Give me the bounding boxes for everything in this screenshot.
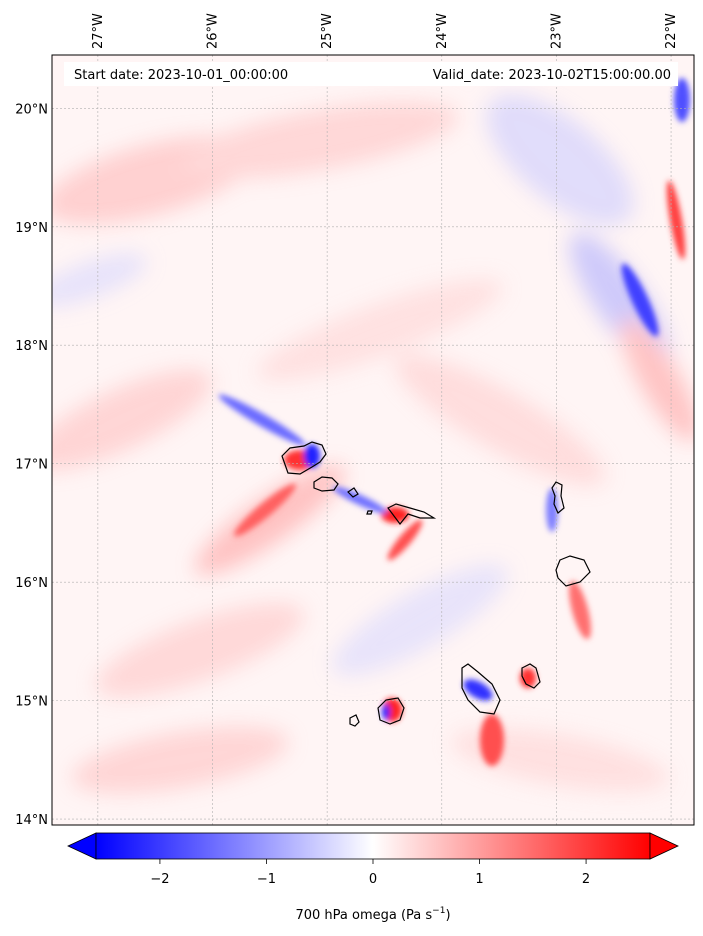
lat-tick-label: 19°N	[15, 221, 48, 236]
lon-tick-label: 22°W	[664, 13, 679, 49]
lat-tick-label: 15°N	[15, 695, 48, 710]
latitude-tick-labels: 14°N 15°N 16°N 17°N 18°N 19°N 20°N	[15, 102, 48, 828]
lon-tick-label: 27°W	[91, 13, 106, 49]
island-fogo	[377, 697, 405, 725]
island-santo-antao	[281, 441, 327, 475]
island-brava	[349, 714, 360, 727]
omega-features	[218, 78, 690, 766]
island-sao-nicolau	[387, 503, 437, 525]
map-frame	[51, 54, 695, 826]
islet-raso	[366, 510, 373, 515]
gridlines	[52, 55, 694, 825]
colorbar: −2 −1 0 1 2 700 hPa omega (Pa s−1)	[67, 832, 679, 923]
longitude-tick-labels: 27°W 26°W 25°W 24°W 23°W 22°W	[91, 13, 679, 49]
colorbar-tick-label: 2	[582, 872, 590, 887]
lat-tick-label: 17°N	[15, 458, 48, 473]
island-sao-vicente	[313, 476, 339, 492]
lon-tick-label: 24°W	[435, 13, 450, 49]
lon-tick-label: 26°W	[206, 13, 221, 49]
lat-tick-label: 16°N	[15, 576, 48, 591]
colorbar-tick-label: −2	[150, 872, 169, 887]
island-sal	[551, 481, 565, 514]
island-santa-luzia	[347, 487, 359, 498]
lat-tick-label: 18°N	[15, 339, 48, 354]
start-date-label: Start date: 2023-10-01_00:00:00	[74, 68, 288, 83]
colorbar-ticks: −2 −1 0 1 2	[150, 859, 590, 887]
colorbar-label: 700 hPa omega (Pa s−1)	[295, 906, 450, 923]
info-box: Start date: 2023-10-01_00:00:00 Valid_da…	[64, 62, 678, 86]
colorbar-gradient	[95, 832, 651, 860]
lon-tick-label: 25°W	[320, 13, 335, 49]
lat-tick-label: 20°N	[15, 102, 48, 117]
colorbar-tick-label: 0	[369, 872, 377, 887]
map-panel	[52, 55, 694, 825]
island-maio	[521, 663, 541, 689]
valid-date-label: Valid_date: 2023-10-02T15:00:00.00	[433, 68, 671, 83]
lat-tick-label: 14°N	[15, 813, 48, 828]
colorbar-tick-label: −1	[257, 872, 276, 887]
island-boa-vista	[555, 555, 591, 587]
colorbar-tick-label: 1	[475, 872, 483, 887]
colorbar-extend-max	[649, 832, 679, 860]
colorbar-extend-min	[67, 832, 97, 860]
island-santiago	[461, 663, 501, 715]
coastlines	[281, 441, 591, 727]
omega-field	[52, 94, 694, 794]
lon-tick-label: 23°W	[549, 13, 564, 49]
